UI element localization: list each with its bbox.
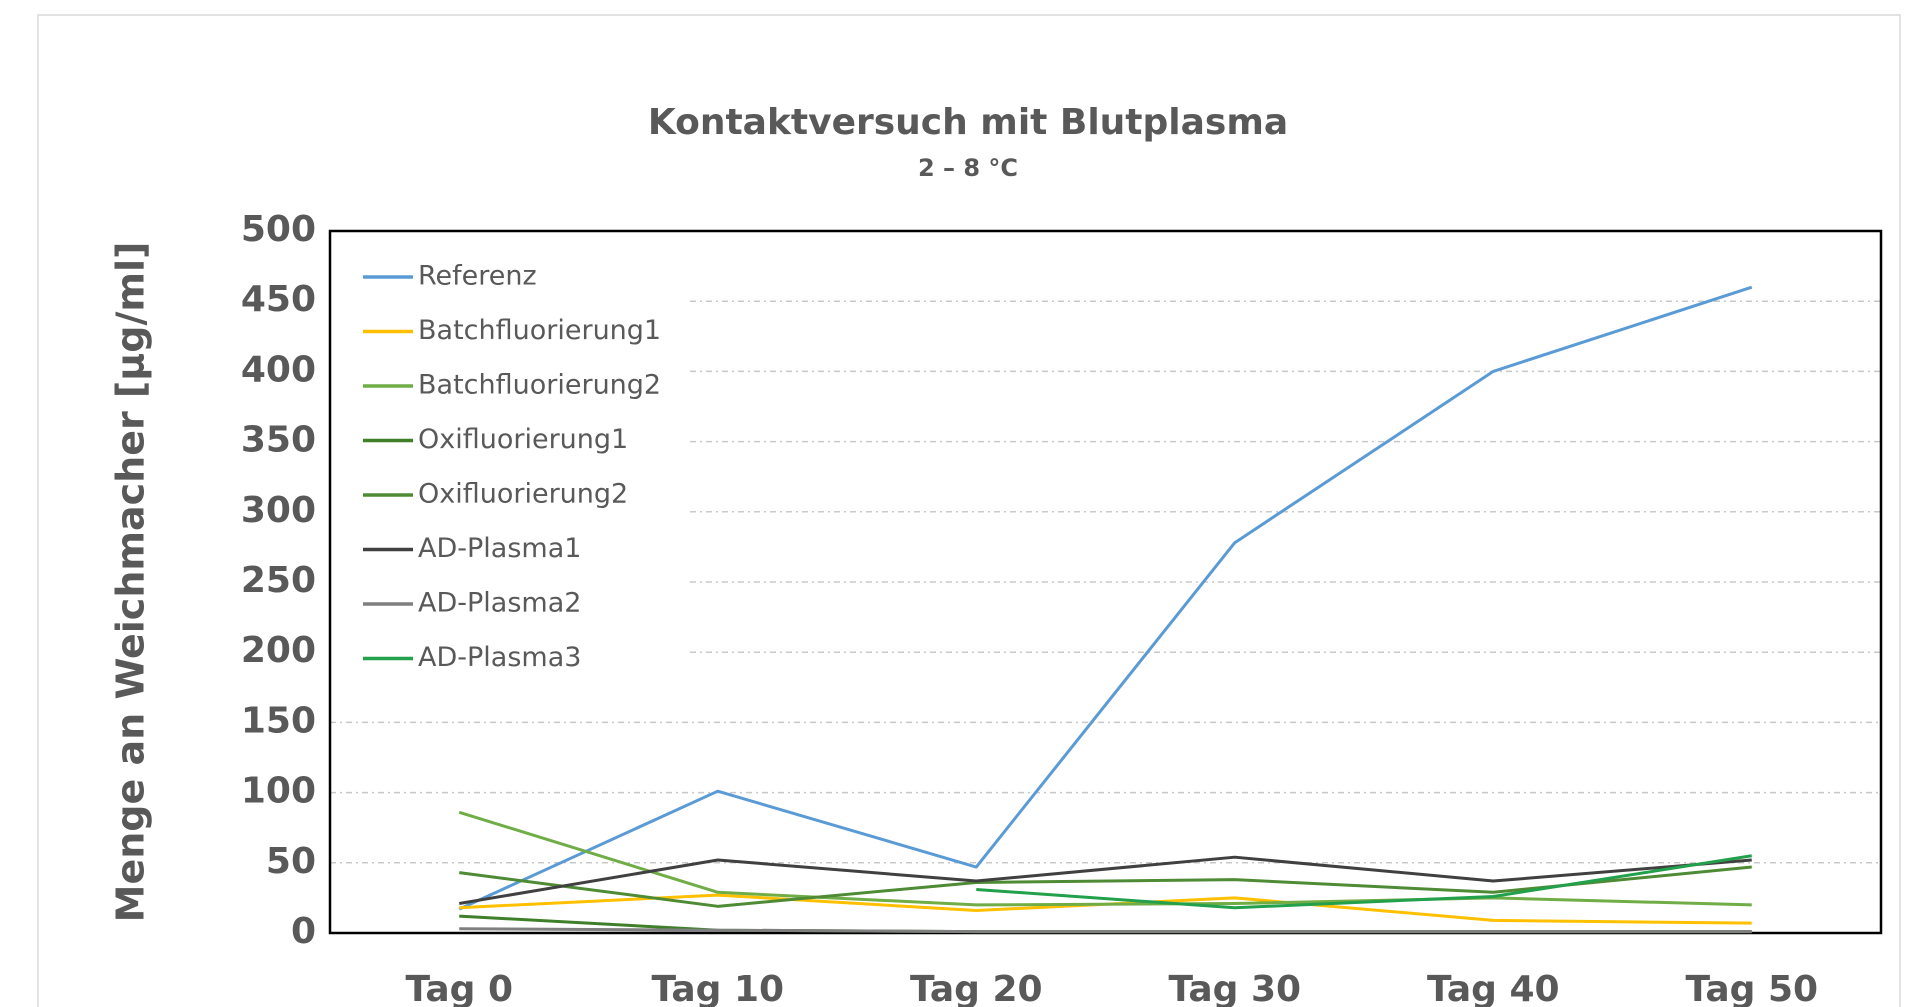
y-tick-label: 400 (241, 349, 316, 390)
series-line (459, 865, 1752, 908)
chart-title: Kontaktversuch mit Blutplasma (648, 102, 1288, 143)
y-tick-label: 350 (241, 420, 316, 461)
series-line (459, 927, 1752, 934)
y-tick-label: 500 (241, 209, 316, 250)
series-line (459, 855, 1752, 905)
x-tick-label: Tag 40 (1427, 969, 1560, 1007)
x-tick-label: Tag 20 (910, 969, 1043, 1007)
legend-label: Referenz (418, 261, 537, 292)
legend-label: AD-Plasma1 (418, 533, 581, 564)
x-tick-label: Tag 0 (405, 969, 513, 1007)
chart-subtitle: 2 – 8 °C (918, 154, 1018, 182)
y-axis-label: Menge an Weichmacher [µg/ml] (109, 242, 153, 923)
y-tick-label: 250 (241, 560, 316, 601)
y-tick-label: 100 (241, 771, 316, 812)
x-tick-label: Tag 10 (651, 969, 784, 1007)
y-tick-label: 300 (241, 490, 316, 531)
legend-label: Oxifluorierung1 (418, 424, 628, 455)
x-tick-label: Tag 30 (1168, 969, 1301, 1007)
series-line (458, 285, 1753, 911)
series-line (458, 810, 1752, 907)
y-tick-label: 150 (241, 700, 316, 741)
chart-border (37, 14, 1901, 1007)
y-tick-label: 200 (241, 630, 316, 671)
legend-label: AD-Plasma3 (418, 642, 581, 673)
x-tick-label: Tag 50 (1685, 969, 1818, 1007)
legend-label: Batchfluorierung1 (418, 315, 661, 346)
y-tick-label: 50 (266, 841, 316, 882)
y-tick-label: 450 (241, 279, 316, 320)
y-tick-label: 0 (291, 911, 316, 952)
series-line (976, 854, 1752, 910)
legend-label: Batchfluorierung2 (418, 370, 661, 401)
legend-label: Oxifluorierung2 (418, 479, 628, 510)
legend-label: AD-Plasma2 (418, 588, 581, 619)
